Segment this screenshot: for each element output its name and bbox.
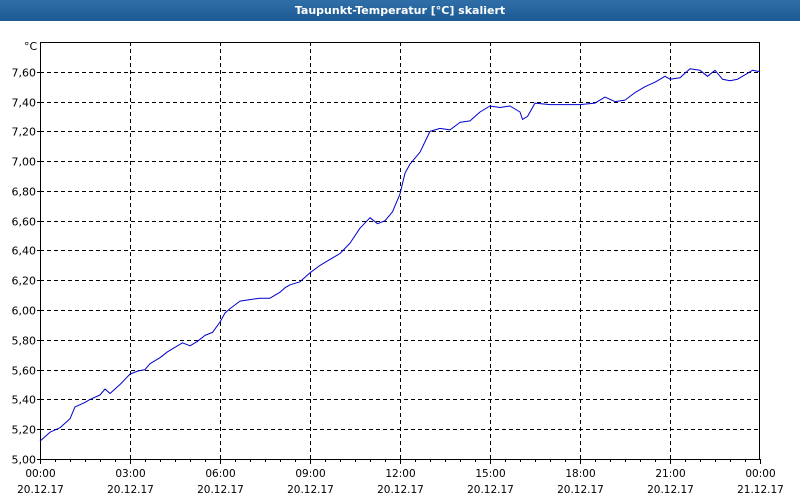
x-tick-date: 20.12.17	[197, 484, 244, 496]
x-tick-date: 20.12.17	[107, 484, 154, 496]
y-tick-label: 5,60	[12, 365, 37, 378]
x-tick-date: 20.12.17	[17, 484, 64, 496]
y-tick-label: 5,20	[12, 424, 37, 437]
x-tick-time: 12:00	[385, 468, 415, 480]
x-tick-date: 20.12.17	[287, 484, 334, 496]
y-tick-label: 7,00	[12, 156, 37, 169]
y-tick-label: 6,00	[12, 305, 37, 318]
x-tick-date: 20.12.17	[557, 484, 604, 496]
axes	[37, 42, 761, 464]
y-tick-label: 7,60	[12, 67, 37, 80]
x-tick-labels: 00:00 20.12.17 03:00 20.12.17 06:00 20.12.17 0…	[17, 468, 784, 496]
y-tick-label: 7,40	[12, 97, 37, 110]
y-axis-unit: °C	[24, 40, 38, 53]
y-tick-label: 6,40	[12, 245, 37, 258]
y-tick-label: 7,20	[12, 126, 37, 139]
y-tick-label: 5,80	[12, 335, 37, 348]
x-tick-date: 21.12.17	[737, 484, 784, 496]
y-tick-labels: 5,00 5,20 5,40 5,60 5,80 6,00 6,20 6,40 6,60 6,80…	[12, 67, 37, 467]
grid	[40, 42, 760, 459]
series-line	[39, 68, 761, 442]
series	[39, 68, 761, 442]
x-tick-time: 18:00	[565, 468, 595, 480]
chart-title: Taupunkt-Temperatur [°C] skaliert	[0, 0, 800, 21]
x-tick-date: 20.12.17	[377, 484, 424, 496]
y-tick-label: 6,60	[12, 216, 37, 229]
chart-canvas: °C 5,00 5,20 5,40 5,60 5,80 6,00 6,20 6,40 6,60 6…	[12, 40, 784, 496]
x-tick-date: 20.12.17	[647, 484, 694, 496]
y-tick-label: 6,20	[12, 275, 37, 288]
y-tick-label: 5,40	[12, 394, 37, 407]
x-tick-time: 06:00	[205, 468, 235, 480]
x-tick-time: 00:00	[745, 468, 775, 480]
x-tick-time: 21:00	[655, 468, 685, 480]
x-tick-date: 20.12.17	[467, 484, 514, 496]
y-tick-label: 6,80	[12, 186, 37, 199]
x-tick-time: 15:00	[475, 468, 505, 480]
x-tick-time: 00:00	[25, 468, 55, 480]
y-tick-label: 5,00	[12, 454, 37, 467]
x-tick-time: 09:00	[295, 468, 325, 480]
x-tick-time: 03:00	[115, 468, 145, 480]
